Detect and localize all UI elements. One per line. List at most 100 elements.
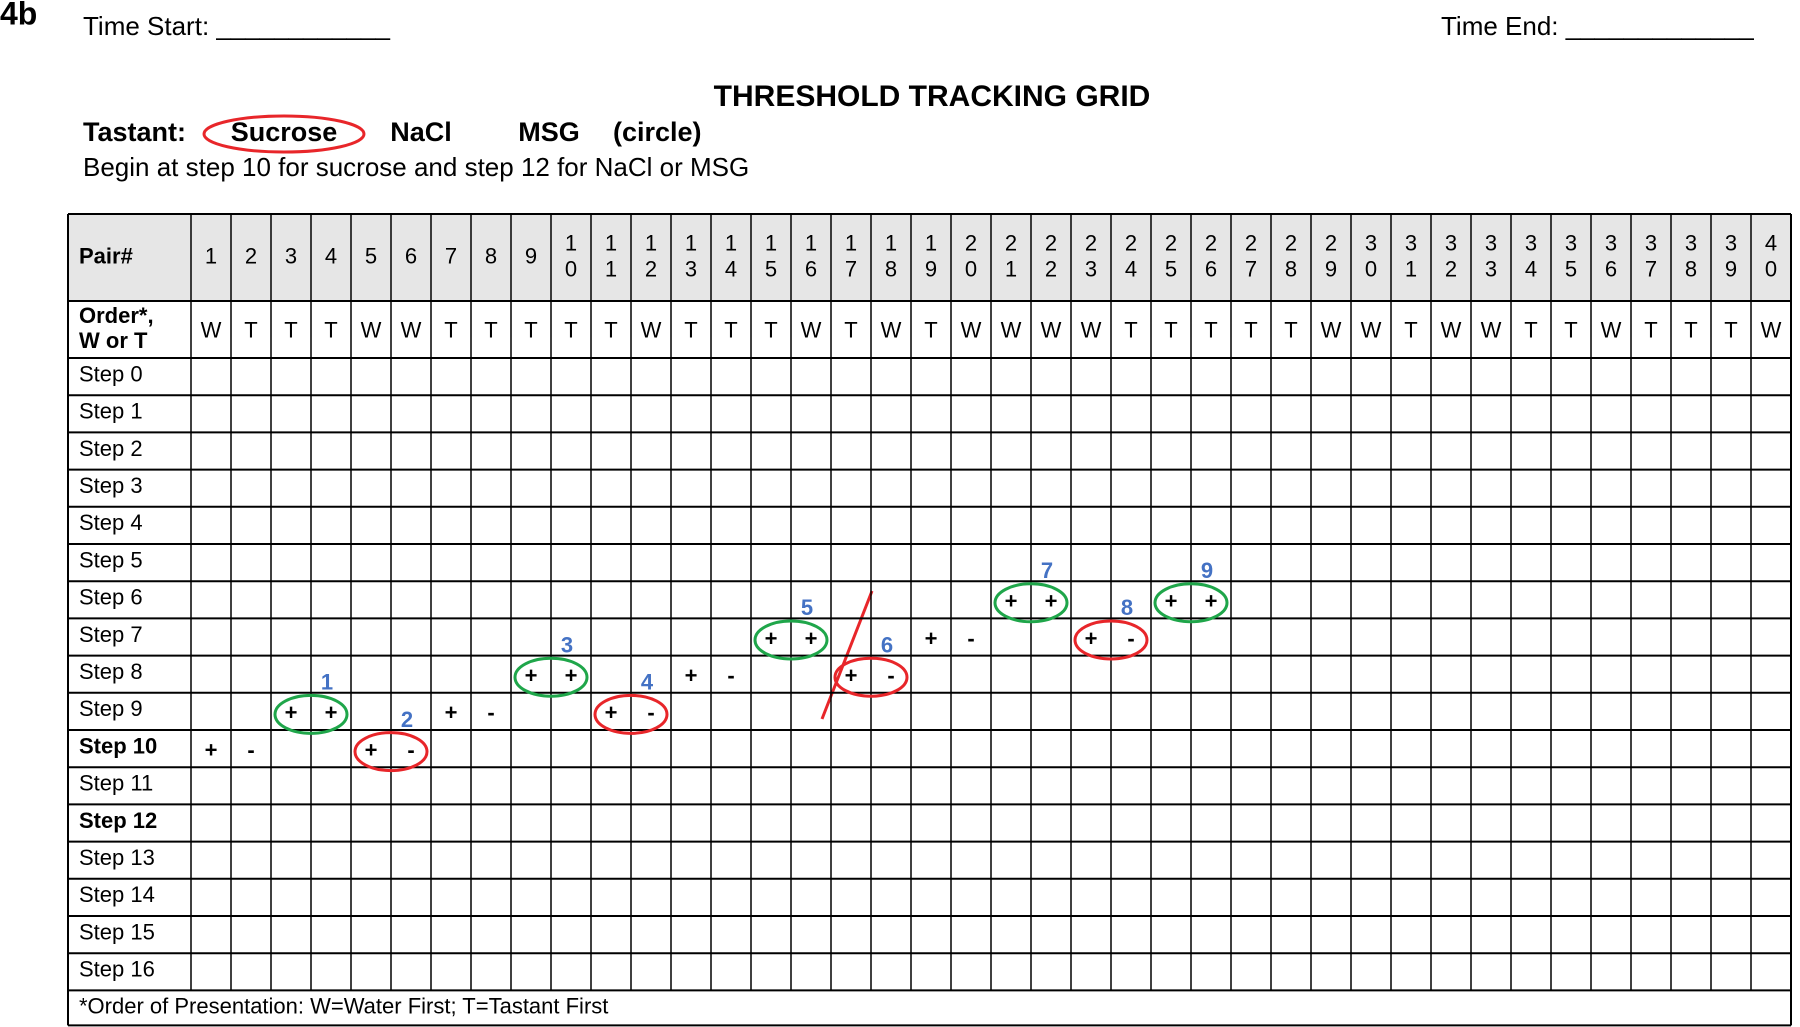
response-mark: - [247,737,254,762]
reversal-number: 7 [1041,558,1053,583]
order-value: W [361,317,382,342]
step-label: Step 15 [79,919,155,944]
selection-circle [202,114,366,154]
order-value: T [924,317,937,342]
pair-number: 1 [205,243,217,268]
time-start: Time Start: ____________ [83,11,390,41]
pair-number: 4 [325,243,337,268]
pair-number: 6 [405,243,417,268]
reversal-number: 6 [881,632,893,657]
response-mark: + [285,700,298,725]
response-mark: - [727,663,734,688]
order-label: Order*, [79,303,154,328]
step-label: Step 6 [79,585,143,610]
figure-label: 4b [0,0,37,31]
order-value: T [524,317,537,342]
order-value: T [484,317,497,342]
order-value: T [564,317,577,342]
response-mark: + [1045,589,1058,614]
response-mark: - [887,663,894,688]
response-mark: + [445,700,458,725]
order-value: T [764,317,777,342]
order-value: W [961,317,982,342]
step-label: Step 1 [79,399,143,424]
response-mark: + [685,663,698,688]
step-label: Step 2 [79,436,143,461]
step-label: Step 8 [79,659,143,684]
order-value: T [1204,317,1217,342]
order-value: T [1724,317,1737,342]
step-label: Step 9 [79,696,143,721]
order-value: W [881,317,902,342]
response-mark: + [525,663,538,688]
reversal-number: 4 [641,670,654,695]
order-value: T [244,317,257,342]
step-label: Step 0 [79,361,143,386]
pair-label: Pair# [79,243,133,268]
response-mark: + [805,626,818,651]
reversal-circle [593,693,669,735]
response-mark: + [1005,589,1018,614]
order-value: W [1361,317,1382,342]
response-mark: + [205,737,218,762]
order-value: W [1441,317,1462,342]
tastant-option: Sucrose [231,117,338,147]
title: THRESHOLD TRACKING GRID [714,80,1151,113]
order-value: T [1684,317,1697,342]
order-value: W [1321,317,1342,342]
tastant-option: MSG [518,117,580,147]
order-value: T [684,317,697,342]
response-mark: + [1205,589,1218,614]
header-background [68,214,1791,301]
response-mark: + [605,700,618,725]
reversal-circle [833,656,909,698]
tastant-note: (circle) [613,117,702,147]
pair-number: 2 [245,243,257,268]
reversal-number: 5 [801,595,813,620]
order-value: W [641,317,662,342]
response-mark: + [765,626,778,651]
order-value: T [844,317,857,342]
order-value: T [444,317,457,342]
response-mark: + [925,626,938,651]
response-mark: - [407,737,414,762]
order-value: W [1761,317,1782,342]
response-mark: + [845,663,858,688]
pair-number: 9 [525,243,537,268]
response-mark: + [1085,626,1098,651]
order-value: W [1041,317,1062,342]
response-mark: - [1127,626,1134,651]
step-label: Step 7 [79,622,143,647]
step-label: Step 12 [79,808,157,833]
order-value: W [201,317,222,342]
order-value: W [1081,317,1102,342]
response-mark: + [565,663,578,688]
response-mark: - [487,700,494,725]
pair-number: 7 [445,243,457,268]
reversal-circle [753,619,829,661]
response-mark: + [1165,589,1178,614]
reversal-number: 2 [401,707,413,732]
order-value: W [801,317,822,342]
